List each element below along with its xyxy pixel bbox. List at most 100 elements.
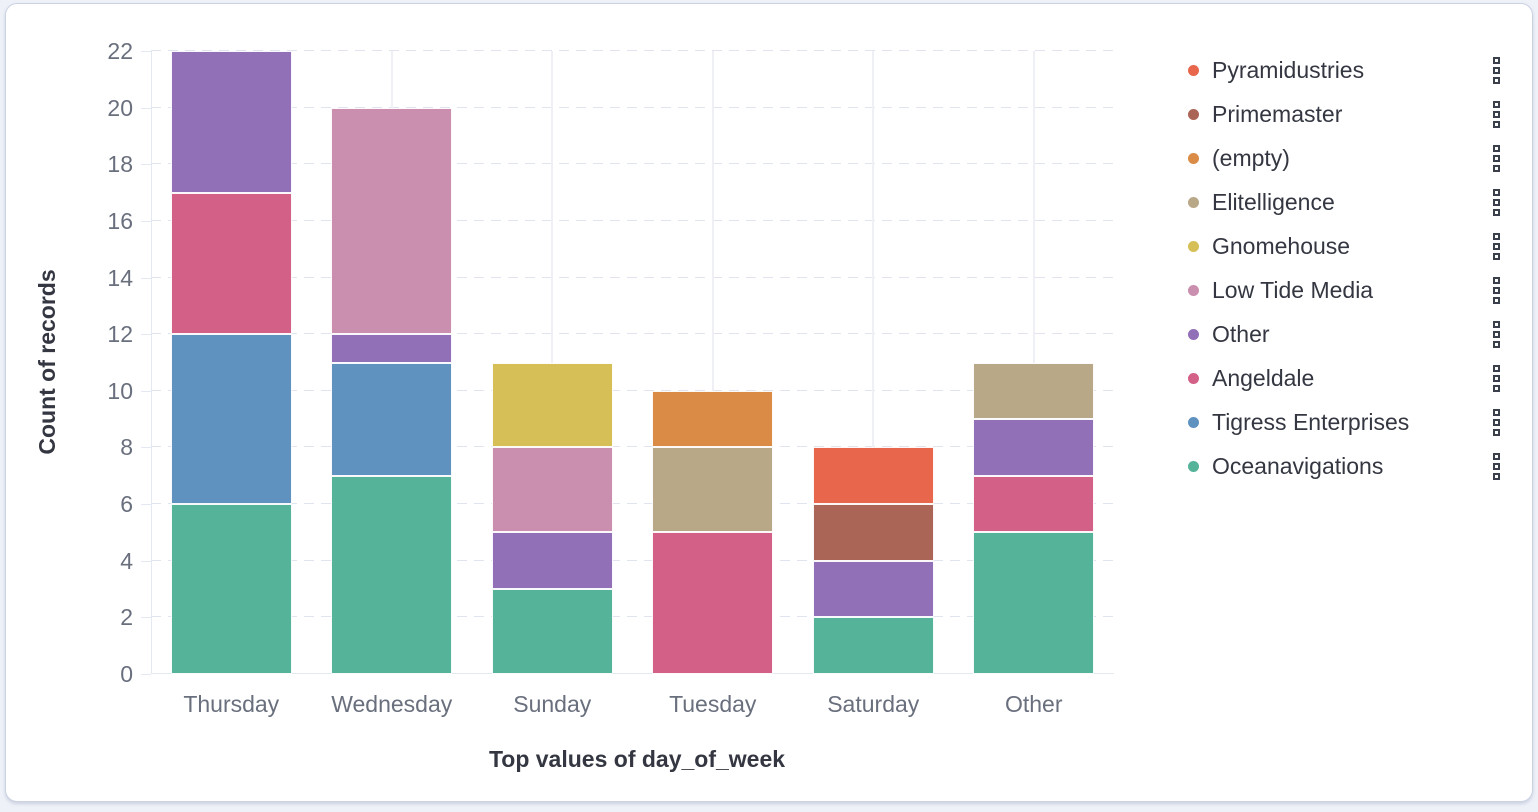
x-axis-title: Top values of day_of_week	[488, 746, 786, 772]
boxes-vertical-icon[interactable]	[1493, 276, 1500, 304]
legend-item[interactable]: (empty)	[1168, 136, 1506, 180]
boxes-vertical-icon[interactable]	[1493, 364, 1500, 392]
bar-segment[interactable]	[973, 419, 1095, 476]
bar-segment[interactable]	[973, 475, 1095, 533]
y-tick-label: 10	[107, 377, 133, 404]
legend-item[interactable]: Primemaster	[1168, 92, 1506, 136]
boxes-vertical-icon[interactable]	[1493, 408, 1500, 436]
bar-segment[interactable]	[170, 504, 292, 674]
stacked-bar-chart: 0 2 4 6 8 10 12 14 16 18 20 22 Thursday Wednesday Sun…	[6, 4, 1532, 801]
v-gridline	[1032, 51, 1035, 674]
y-tick-label: 6	[120, 491, 133, 518]
y-tick-label: 0	[120, 661, 133, 687]
legend-item[interactable]: Elitelligence	[1168, 180, 1506, 224]
bar-segment[interactable]	[170, 51, 292, 193]
bar-segment[interactable]	[491, 589, 613, 674]
legend-color-dot[interactable]	[1188, 328, 1199, 340]
legend-item[interactable]: Angeldale	[1168, 356, 1506, 400]
bar-segment[interactable]	[331, 334, 453, 363]
legend-color-dot[interactable]	[1188, 108, 1199, 120]
bar-segment[interactable]	[812, 504, 934, 561]
legend-label[interactable]: Tigress Enterprises	[1212, 408, 1410, 435]
x-tick-label: Sunday	[513, 691, 592, 717]
y-tick-label: 18	[107, 151, 133, 178]
bar-segment[interactable]	[812, 617, 934, 674]
bar-segment[interactable]	[331, 362, 453, 476]
bar-segment[interactable]	[652, 390, 774, 448]
legend-item[interactable]: Low Tide Media	[1168, 268, 1506, 312]
bar-segment[interactable]	[491, 362, 613, 448]
x-tick-label: Saturday	[827, 691, 920, 717]
y-tick-mark	[141, 107, 151, 109]
legend-label[interactable]: Other	[1212, 320, 1270, 347]
bar-segment[interactable]	[170, 334, 292, 505]
x-tick-label: Tuesday	[669, 691, 757, 717]
legend-label[interactable]: Gnomehouse	[1212, 232, 1351, 259]
legend-color-dot[interactable]	[1188, 196, 1199, 208]
boxes-vertical-icon[interactable]	[1493, 452, 1500, 480]
h-gridline	[151, 389, 1114, 391]
y-tick-label: 4	[120, 547, 133, 574]
y-tick-mark	[141, 617, 151, 619]
bar-segment[interactable]	[652, 532, 774, 674]
legend-label[interactable]: Primemaster	[1212, 100, 1343, 127]
bar-segment[interactable]	[491, 532, 613, 590]
v-gridline	[711, 51, 714, 674]
y-tick-mark	[141, 164, 151, 166]
bar-segment[interactable]	[491, 447, 613, 533]
legend-color-dot[interactable]	[1188, 152, 1199, 164]
boxes-vertical-icon[interactable]	[1493, 232, 1500, 260]
bar-saturday	[812, 51, 934, 674]
boxes-vertical-icon[interactable]	[1493, 56, 1500, 84]
boxes-vertical-icon[interactable]	[1493, 188, 1500, 216]
bar-segment[interactable]	[812, 560, 934, 618]
bar-segment[interactable]	[973, 362, 1095, 420]
boxes-vertical-icon[interactable]	[1493, 144, 1500, 172]
y-tick-label: 12	[107, 321, 133, 348]
h-gridline	[151, 276, 1114, 278]
bar-tuesday	[652, 51, 774, 674]
plot-area	[151, 50, 1114, 674]
y-tick-mark	[141, 390, 151, 392]
legend-item[interactable]: Pyramidustries	[1168, 48, 1506, 92]
bar-segment[interactable]	[652, 447, 774, 533]
legend-label[interactable]: Elitelligence	[1212, 188, 1335, 215]
bar-segment[interactable]	[331, 107, 453, 335]
y-tick-mark	[141, 334, 151, 336]
legend-item[interactable]: Oceanavigations	[1168, 444, 1506, 488]
bar-segment[interactable]	[170, 192, 292, 335]
bar-segment[interactable]	[812, 447, 934, 505]
legend-color-dot[interactable]	[1188, 372, 1199, 384]
bar-other	[973, 51, 1095, 674]
h-gridline	[151, 163, 1114, 165]
bar-segment[interactable]	[331, 475, 453, 674]
y-tick-label: 14	[107, 264, 133, 291]
legend-label[interactable]: Pyramidustries	[1212, 56, 1365, 83]
boxes-vertical-icon[interactable]	[1493, 100, 1500, 128]
legend-color-dot[interactable]	[1188, 284, 1199, 296]
legend-item[interactable]: Tigress Enterprises	[1168, 400, 1506, 444]
bar-segment[interactable]	[973, 532, 1095, 674]
legend-color-dot[interactable]	[1188, 64, 1199, 76]
y-tick-mark	[141, 674, 151, 675]
y-tick-label: 16	[107, 207, 133, 234]
legend-item[interactable]: Other	[1168, 312, 1506, 356]
boxes-vertical-icon[interactable]	[1493, 320, 1500, 348]
legend-label[interactable]: Oceanavigations	[1212, 452, 1384, 479]
h-gridline	[151, 446, 1114, 448]
legend-label[interactable]: Low Tide Media	[1212, 276, 1374, 303]
h-gridline	[151, 503, 1114, 505]
legend-item[interactable]: Gnomehouse	[1168, 224, 1506, 268]
y-tick-mark	[141, 560, 151, 562]
x-tick-label: Wednesday	[331, 691, 453, 717]
legend-label[interactable]: Angeldale	[1212, 364, 1315, 391]
legend-label[interactable]: (empty)	[1212, 144, 1290, 171]
y-tick-mark	[141, 504, 151, 506]
bar-thursday	[170, 51, 292, 674]
legend-color-dot[interactable]	[1188, 460, 1199, 472]
x-axis-line	[151, 673, 1114, 674]
h-gridline	[151, 219, 1114, 221]
legend-color-dot[interactable]	[1188, 240, 1199, 252]
legend-color-dot[interactable]	[1188, 416, 1199, 428]
y-tick-mark	[141, 51, 151, 52]
